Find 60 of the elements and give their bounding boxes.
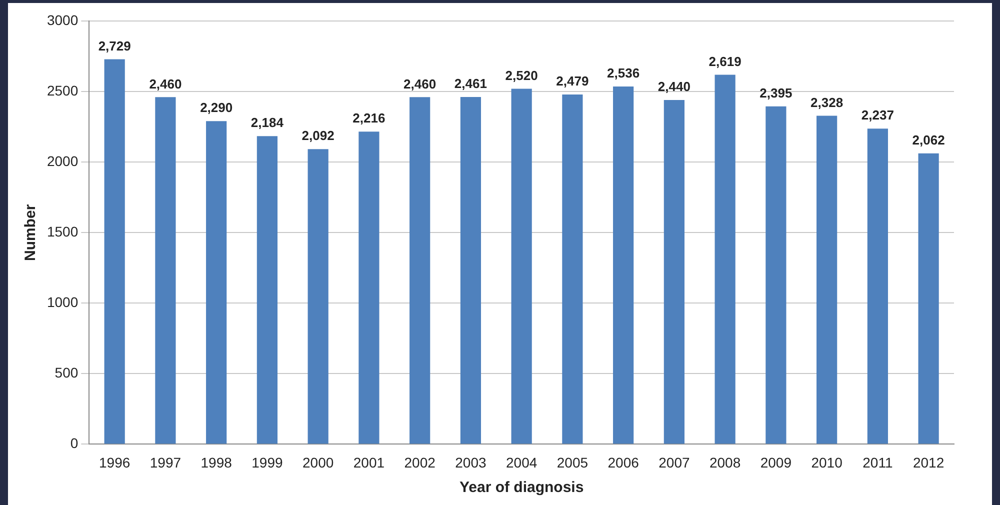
- data-label: 2,395: [760, 85, 792, 100]
- y-tick-label: 1000: [46, 294, 78, 310]
- x-tick-label: 2012: [912, 454, 944, 470]
- data-label: 2,729: [98, 38, 131, 54]
- data-label: 2,479: [556, 74, 589, 89]
- bar: [613, 86, 634, 444]
- bar: [410, 97, 430, 444]
- x-tick-label: 2002: [404, 454, 436, 470]
- y-axis-title: Number: [22, 204, 40, 261]
- bar: [766, 106, 786, 444]
- x-axis-title: Year of diagnosis: [459, 479, 584, 496]
- data-label: 2,460: [404, 76, 436, 92]
- x-tick-label: 2010: [811, 454, 843, 470]
- x-tick-label: 2004: [506, 454, 538, 470]
- x-tick-label: 2006: [608, 454, 640, 470]
- x-tick-label: 2003: [455, 454, 486, 470]
- data-label: 2,536: [607, 66, 640, 81]
- bar: [562, 94, 583, 444]
- y-tick-label: 0: [70, 435, 78, 452]
- x-tick-label: 2011: [862, 454, 893, 470]
- data-label: 2,520: [505, 68, 538, 83]
- data-label: 2,461: [454, 76, 487, 92]
- y-tick-label: 1500: [46, 223, 78, 240]
- bar: [816, 116, 838, 444]
- y-tick-label: 2500: [46, 82, 78, 98]
- x-tick-label: 2007: [658, 454, 690, 470]
- x-tick-label: 2009: [760, 454, 792, 470]
- x-tick-label: 2005: [556, 454, 588, 470]
- bar: [155, 97, 176, 444]
- data-label: 2,619: [708, 54, 742, 69]
- data-label: 2,237: [861, 108, 894, 123]
- data-label: 2,290: [200, 100, 233, 116]
- bar: [104, 59, 125, 444]
- bar: [358, 132, 380, 444]
- bar: [511, 88, 532, 444]
- data-label: 2,328: [810, 94, 844, 110]
- x-tick-label: 1999: [252, 454, 283, 470]
- bar: [256, 136, 278, 444]
- data-label: 2,184: [250, 115, 284, 130]
- x-tick-label: 2001: [353, 454, 385, 470]
- bar: [867, 128, 888, 444]
- data-label: 2,440: [658, 79, 690, 94]
- x-tick-label: 2000: [302, 454, 334, 470]
- x-tick-label: 2008: [709, 454, 741, 470]
- x-tick-label: 1996: [99, 454, 130, 470]
- data-label: 2,460: [149, 76, 182, 92]
- x-tick-label: 1997: [150, 454, 182, 470]
- x-tick-label: 1998: [200, 454, 232, 470]
- y-tick-label: 3000: [46, 12, 78, 28]
- data-label: 2,216: [352, 110, 386, 126]
- y-tick-label: 2000: [46, 152, 78, 169]
- bar: [460, 97, 481, 444]
- y-tick-label: 500: [54, 364, 78, 381]
- bar: [206, 121, 227, 444]
- data-label: 2,092: [302, 128, 334, 144]
- bar: [308, 149, 328, 444]
- bar: [664, 100, 684, 444]
- bar: [918, 153, 939, 444]
- bar: [714, 74, 736, 444]
- data-label: 2,062: [912, 132, 945, 148]
